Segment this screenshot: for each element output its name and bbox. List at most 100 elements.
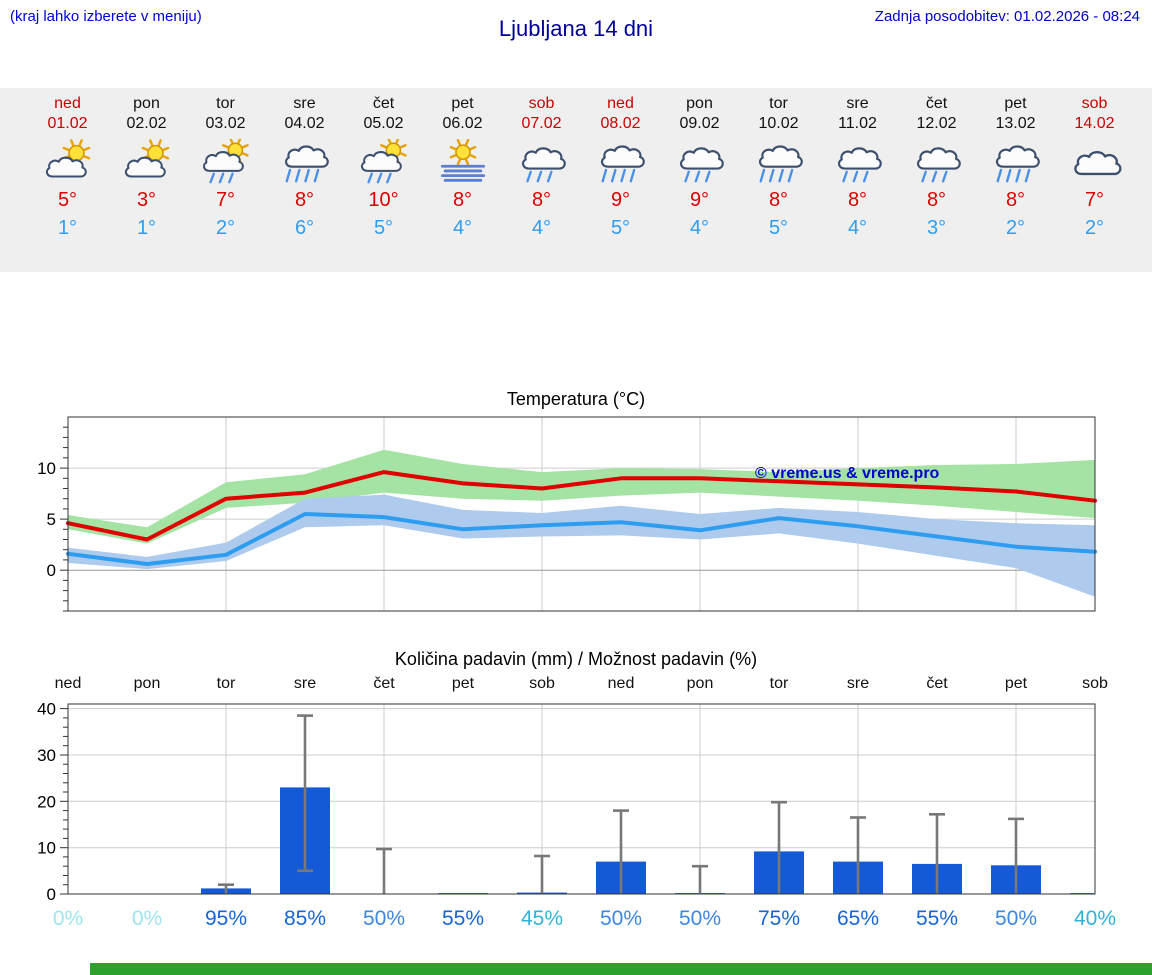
precip-probability-label: 0% [53,907,83,930]
day-low-temp: 5° [610,217,631,239]
partly-cloudy-icon [38,139,98,186]
day-date: 08.02 [600,115,641,132]
day-name: tor [769,95,788,112]
forecast-day: tor 10.02 8° 5° [739,88,818,272]
day-high-temp: 8° [847,189,868,211]
precip-probability-label: 75% [758,907,800,930]
temperature-chart-title: Temperatura (°C) [506,389,646,409]
precip-day-label: sre [847,675,869,692]
day-name: ned [607,95,634,112]
precip-probability-label: 0% [132,907,162,930]
rain-icon [670,139,730,186]
location-hint: (kraj lahko izberete v meniju) [10,8,202,25]
forecast-day: ned 08.02 9° 5° [581,88,660,272]
precip-day-label: sre [294,675,316,692]
precip-day-label: čet [926,675,948,692]
day-name: sre [846,95,869,112]
precip-probability-label: 85% [284,907,326,930]
day-low-temp: 1° [57,217,78,239]
day-low-temp: 4° [452,217,473,239]
precip-probability-label: 45% [521,907,563,930]
day-high-temp: 7° [1084,189,1105,211]
day-high-temp: 8° [452,189,473,211]
forecast-day: čet 05.02 10° 5° [344,88,423,272]
day-name: ned [54,95,81,112]
heavy-rain-icon [275,139,335,186]
temp-plot-border [67,416,1096,612]
forecast-day: pet 06.02 8° 4° [423,88,502,272]
day-low-temp: 5° [373,217,394,239]
temp-line [66,470,1097,542]
footer-banner [90,963,1152,975]
forecast-day: čet 12.02 8° 3° [897,88,976,272]
temp-range-band [68,449,1095,544]
precip-day-label: sob [529,675,555,692]
day-high-temp: 10° [368,189,399,211]
forecast-day: sob 07.02 8° 4° [502,88,581,272]
sun-shower-icon [196,137,256,186]
precip-day-label: pet [1005,675,1028,692]
day-name: sre [293,95,316,112]
temp-y-tick-label: 5 [47,510,56,529]
precip-day-label: pon [134,675,161,692]
precip-probability-label: 50% [679,907,721,930]
day-name: tor [216,95,235,112]
day-date: 06.02 [442,115,483,132]
rain-icon [907,139,967,186]
day-high-temp: 9° [689,189,710,211]
day-high-temp: 8° [531,189,552,211]
forecast-day: pon 02.02 3° 1° [107,88,186,272]
forecast-day: tor 03.02 7° 2° [186,88,265,272]
precip-probability-label: 40% [1074,907,1116,930]
day-date: 14.02 [1074,115,1115,132]
precip-day-label: čet [373,675,395,692]
precip-probability-label: 65% [837,907,879,930]
precip-probability-label: 95% [205,907,247,930]
precipitation-chart-title: Količina padavin (mm) / Možnost padavin … [394,649,758,669]
precip-plot-border [67,703,1096,895]
day-date: 02.02 [126,115,167,132]
day-name: sob [1081,95,1108,112]
day-name: čet [925,95,948,112]
day-date: 07.02 [521,115,562,132]
day-date: 04.02 [284,115,325,132]
day-high-temp: 8° [768,189,789,211]
precip-day-label: ned [608,675,635,692]
precip-day-label: pon [687,675,714,692]
precip-day-label: pet [452,675,475,692]
forecast-strip: ned 01.02 5° 1° pon 02.02 3° 1° tor 03.02 7° 2° sre 0… [0,88,1152,272]
temp-line [66,512,1097,566]
precip-y-tick-label: 10 [37,839,56,858]
precip-probability-label: 55% [442,907,484,930]
page-title: Ljubljana 14 dni [498,16,654,41]
partly-cloudy-icon [117,139,177,186]
day-name: čet [372,95,395,112]
day-low-temp: 2° [1005,217,1026,239]
day-name: pet [451,95,474,112]
temperature-chart: 0 5 10 © vreme.us & vreme.pro [37,416,1097,612]
day-low-temp: 4° [847,217,868,239]
rain-icon [512,139,572,186]
day-low-temp: 3° [926,217,947,239]
fog-sun-icon [433,138,493,186]
heavy-rain-icon [591,139,651,186]
day-name: pon [133,95,160,112]
day-date: 03.02 [205,115,246,132]
day-date: 09.02 [679,115,720,132]
day-low-temp: 6° [294,217,315,239]
day-date: 12.02 [916,115,957,132]
day-date: 05.02 [363,115,404,132]
forecast-day: ned 01.02 5° 1° [28,88,107,272]
forecast-day: sre 04.02 8° 6° [265,88,344,272]
day-high-temp: 3° [136,189,157,211]
precip-day-label: tor [770,675,789,692]
cloudy-icon [1065,139,1125,186]
rain-icon [828,139,888,186]
precip-y-tick-label: 0 [47,885,56,904]
day-date: 13.02 [995,115,1036,132]
day-name: pon [686,95,713,112]
day-low-temp: 2° [215,217,236,239]
precip-probability-label: 50% [600,907,642,930]
forecast-day: pet 13.02 8° 2° [976,88,1055,272]
watermark-link[interactable]: © vreme.us & vreme.pro [755,465,940,482]
